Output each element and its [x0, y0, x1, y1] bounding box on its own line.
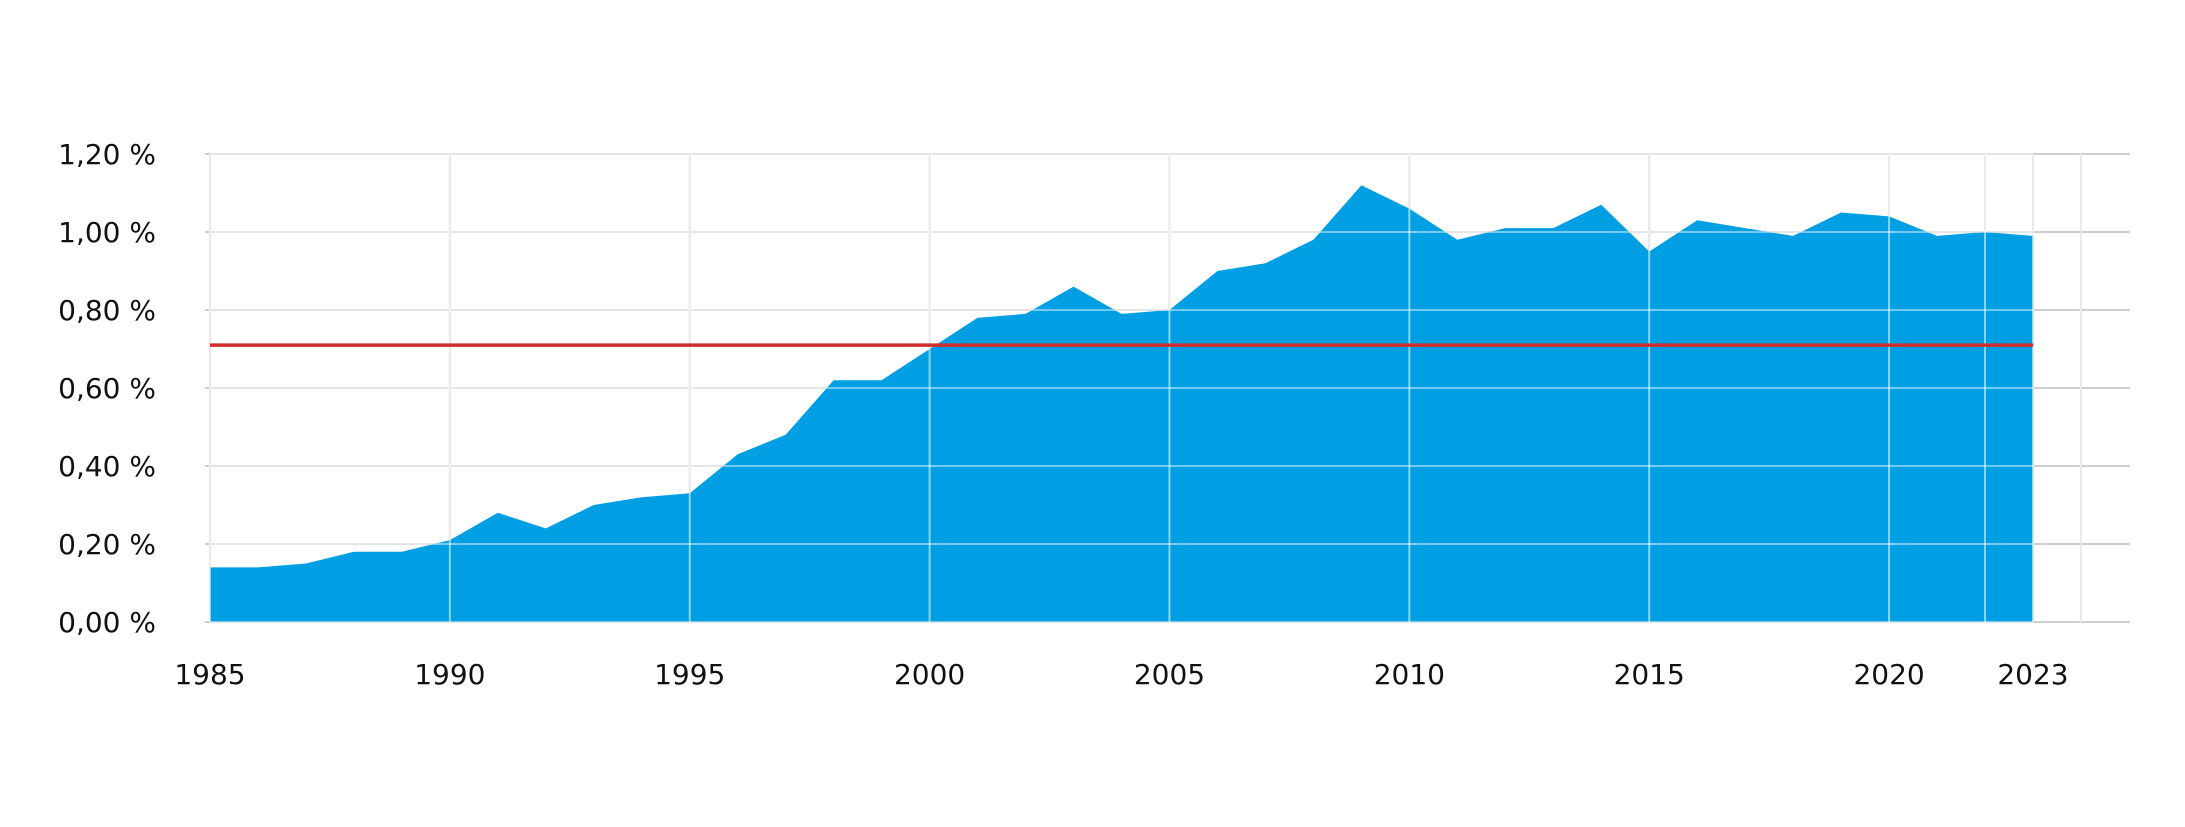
y-tick-label: 0,60 % [58, 372, 156, 405]
x-tick-label: 2005 [1134, 658, 1205, 691]
x-tick-label: 2015 [1614, 658, 1685, 691]
y-tick-label: 0,80 % [58, 294, 156, 327]
x-axis-tick-labels: 1985 1990 1995 2000 2005 2010 2015 2020 2023 [174, 658, 2068, 691]
x-tick-label: 2020 [1853, 658, 1924, 691]
y-tick-label: 0,40 % [58, 450, 156, 483]
x-tick-label: 2010 [1374, 658, 1445, 691]
x-tick-label: 1995 [654, 658, 725, 691]
y-tick-label: 1,20 % [58, 138, 156, 171]
y-tick-label: 0,00 % [58, 606, 156, 639]
x-tick-label: 2023 [1997, 658, 2068, 691]
y-tick-label: 0,20 % [58, 528, 156, 561]
area-series [210, 185, 2033, 622]
y-axis-tick-labels: 0,00 % 0,20 % 0,40 % 0,60 % 0,80 % 1,00 % 1,20… [58, 138, 156, 639]
x-tick-label: 2000 [894, 658, 965, 691]
area-series-layer [209, 153, 2082, 623]
x-tick-label: 1990 [414, 658, 485, 691]
y-tick-label: 1,00 % [58, 216, 156, 249]
x-tick-label: 1985 [174, 658, 245, 691]
